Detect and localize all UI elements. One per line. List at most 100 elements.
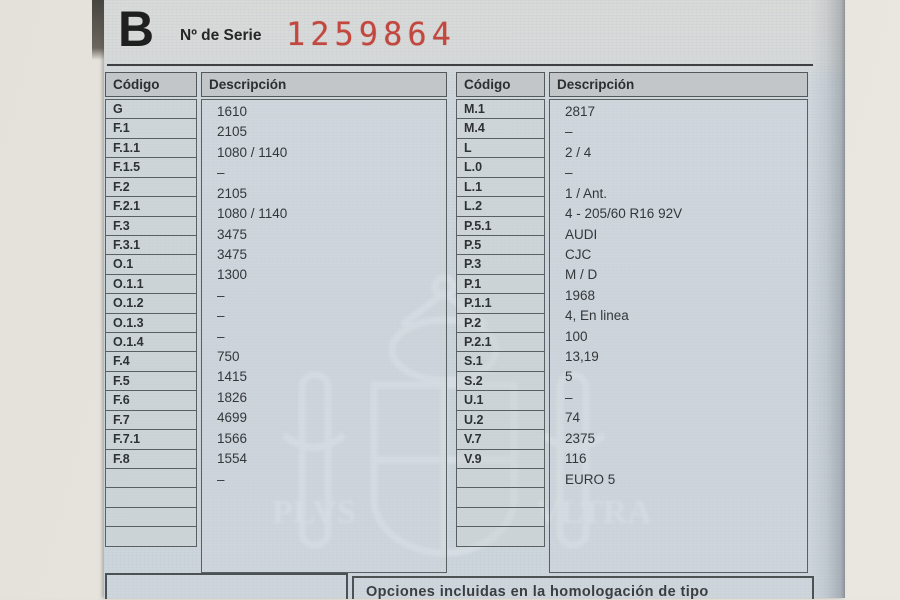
desc-value: 2817 (565, 104, 596, 119)
code-cell: F.7.1 (105, 429, 197, 450)
code-cell (105, 506, 197, 528)
code-cell: P.5.1 (456, 215, 545, 236)
code-cell: P.1.1 (456, 293, 545, 314)
desc-value: – (217, 308, 225, 324)
desc-value: 2105 (217, 185, 248, 201)
code-cell (105, 468, 197, 489)
code-cell (456, 468, 545, 489)
descripcion-column: 1610 2105 1080 / 1140 – 2105 1080 / 1140 3475 3… (201, 99, 447, 573)
photo-background-edge (92, 0, 105, 60)
code-cell: F.7 (105, 409, 197, 431)
desc-value: 2105 (217, 124, 248, 140)
code-cell: L (456, 137, 545, 159)
footer-empty-box (105, 573, 348, 599)
desc-value: 4 - 205/60 R16 92V (565, 206, 683, 222)
codes-table-right: Código Descripción M.1 M.4 L L.0 L.1 L.2 P.5.1… (456, 72, 808, 573)
column-header-descripcion: Descripción (549, 72, 808, 97)
code-cell: F.6 (105, 390, 197, 411)
desc-value (202, 510, 446, 530)
table-header-row: Código Descripción (105, 72, 447, 97)
desc-value: – (217, 471, 225, 487)
table-body: G F.1 F.1.1 F.1.5 F.2 F.2.1 F.3 F.3.1 O.1 O.1.1 O.… (105, 99, 447, 573)
options-section-box: Opciones incluidas en la homologación de… (352, 576, 814, 600)
desc-value: – (565, 165, 573, 181)
desc-value: 74 (565, 410, 581, 426)
codigo-column: M.1 M.4 L L.0 L.1 L.2 P.5.1 P.5 P.3 P.1 P.1.1 P.2 P.… (456, 99, 545, 573)
desc-value: EURO 5 (565, 471, 616, 487)
desc-value: 116 (565, 451, 587, 467)
column-header-codigo: Código (105, 72, 197, 97)
code-cell (456, 506, 545, 528)
desc-value: AUDI (565, 226, 598, 242)
desc-value: 1566 (217, 430, 248, 446)
desc-value: M / D (565, 267, 598, 283)
code-cell (456, 487, 545, 508)
codigo-column: G F.1 F.1.1 F.1.5 F.2 F.2.1 F.3 F.3.1 O.1 O.1.1 O.… (105, 99, 197, 573)
code-cell: S.2 (456, 370, 545, 392)
table-body: M.1 M.4 L L.0 L.1 L.2 P.5.1 P.5 P.3 P.1 P.1.1 P.2 P.… (456, 99, 808, 573)
desc-value (550, 531, 807, 551)
code-cell: G (105, 99, 197, 120)
desc-value: 1300 (217, 267, 248, 283)
code-cell: F.8 (105, 448, 197, 470)
desc-value (550, 551, 807, 571)
column-header-descripcion: Descripción (201, 72, 447, 97)
desc-value: 1968 (565, 287, 596, 303)
code-cell: F.3.1 (105, 234, 197, 256)
code-cell: P.2.1 (456, 332, 545, 353)
code-cell: L.0 (456, 157, 545, 178)
code-cell: L.1 (456, 176, 545, 198)
code-cell: V.9 (456, 448, 545, 470)
code-cell: L.2 (456, 196, 545, 217)
desc-value: 1826 (217, 389, 248, 405)
code-cell: V.7 (456, 429, 545, 450)
code-cell: M.4 (456, 118, 545, 139)
options-section-title: Opciones incluidas en la homologación de… (366, 584, 709, 600)
code-cell: M.1 (456, 99, 545, 120)
code-cell: S.1 (456, 351, 545, 372)
desc-value: – (217, 287, 225, 303)
serial-number-label: Nº de Serie (180, 27, 262, 44)
descripcion-column: 2817 – 2 / 4 – 1 / Ant. 4 - 205/60 R16 92V AUD… (549, 99, 808, 573)
code-cell: P.3 (456, 254, 545, 275)
desc-value: CJC (565, 246, 592, 262)
code-cell: U.2 (456, 409, 545, 431)
code-cell: P.2 (456, 312, 545, 334)
code-cell: O.1.4 (105, 332, 197, 353)
desc-value: 5 (565, 369, 573, 385)
desc-value: 4, En linea (565, 308, 629, 324)
section-letter: B (118, 1, 154, 57)
code-cell: P.1 (456, 273, 545, 295)
code-cell: F.5 (105, 370, 197, 392)
desc-value: 100 (565, 328, 588, 344)
vehicle-homologation-sheet: PLVS VLTRA B Nº de Serie 1259864 Código … (104, 0, 845, 600)
desc-value: – (217, 165, 225, 181)
code-cell (105, 526, 197, 547)
code-cell: F.2.1 (105, 196, 197, 217)
code-cell: O.1.1 (105, 273, 197, 295)
desc-value (202, 490, 446, 510)
desc-value: – (565, 389, 573, 405)
desc-value: – (565, 124, 573, 140)
desc-value (202, 531, 446, 551)
code-cell (105, 487, 197, 508)
code-cell: O.1 (105, 254, 197, 275)
code-cell (456, 526, 545, 547)
desc-value: 2 / 4 (565, 144, 592, 160)
desc-value: 13,19 (565, 349, 599, 365)
desc-value (550, 490, 807, 510)
desc-value: 1 / Ant. (565, 185, 608, 201)
code-cell: F.1.1 (105, 137, 197, 159)
desc-value: 1415 (217, 369, 248, 385)
desc-value: 750 (217, 349, 240, 365)
desc-value: 2375 (565, 430, 596, 446)
desc-value: 1080 / 1140 (217, 144, 288, 160)
desc-value: 4699 (217, 410, 248, 426)
desc-value: – (217, 328, 225, 344)
table-header-row: Código Descripción (456, 72, 808, 97)
code-cell: P.5 (456, 234, 545, 256)
code-cell: U.1 (456, 390, 545, 411)
desc-value (550, 510, 807, 530)
desc-value: 3475 (217, 246, 248, 262)
desc-value: 1080 / 1140 (217, 206, 288, 222)
